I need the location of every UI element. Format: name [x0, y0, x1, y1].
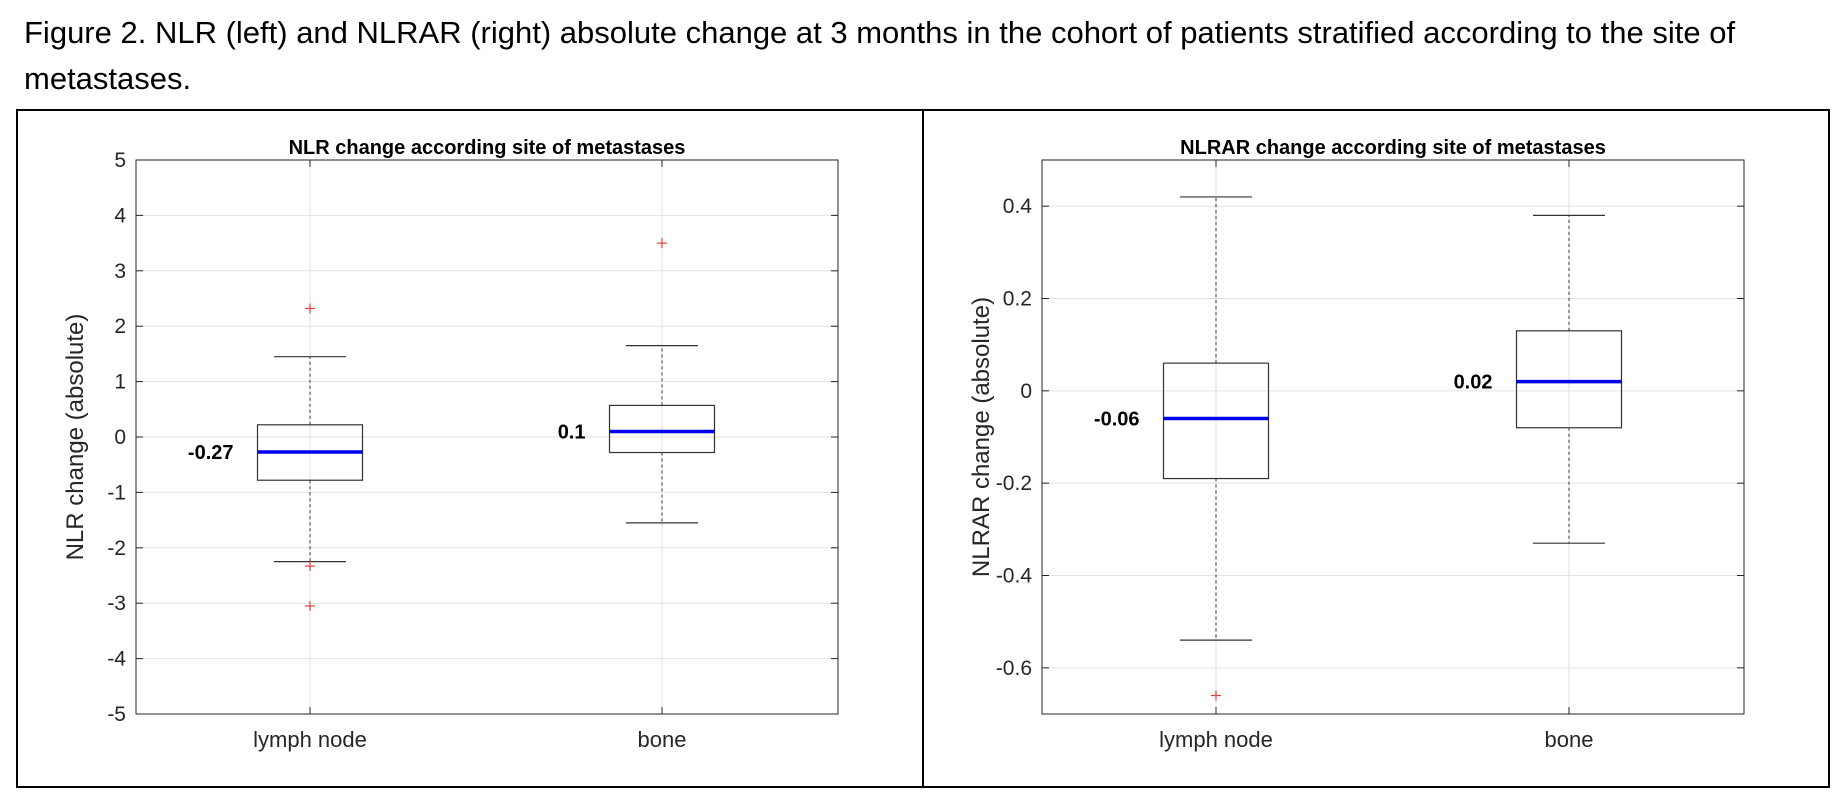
y-tick-label: 1 — [114, 371, 126, 394]
nlr-boxplot: 5 4 3 2 1 0 -1 -2 -3 -4 -5 lymph node bone NLR change… — [62, 137, 839, 752]
iqr-box — [608, 404, 716, 454]
chart-panel-nlr: 5 4 3 2 1 0 -1 -2 -3 -4 -5 lymph node bone NLR change… — [18, 111, 922, 786]
box-group — [1162, 196, 1270, 701]
y-tick-label: -0.2 — [996, 472, 1032, 495]
y-tick-label: -0.6 — [996, 657, 1032, 680]
nlrar-boxplot: 0.4 0.2 0 -0.2 -0.4 -0.6 lymph node bone NLRAR c… — [968, 137, 1745, 752]
y-tick-label: -4 — [107, 648, 126, 671]
outlier-marker — [305, 561, 315, 572]
median-value-label: 0.1 — [558, 421, 586, 443]
median-value-label: -0.27 — [188, 442, 234, 464]
y-tick-label: -0.4 — [996, 565, 1033, 588]
y-tick-label: 3 — [114, 260, 126, 283]
x-category-label: bone — [1545, 727, 1594, 752]
chart-title: NLR change according site of metastases — [289, 137, 686, 159]
y-tick-label: 0.4 — [1003, 195, 1033, 218]
x-category-label: lymph node — [253, 727, 367, 752]
y-tick-label: -3 — [107, 592, 126, 615]
y-tick-label: 2 — [114, 315, 126, 338]
y-axis-label: NLRAR change (absolute) — [968, 297, 995, 577]
chart-panel-nlrar: 0.4 0.2 0 -0.2 -0.4 -0.6 lymph node bone NLRAR c… — [924, 111, 1828, 786]
outlier-marker — [305, 303, 315, 314]
x-category-label: bone — [638, 727, 687, 752]
x-category-label: lymph node — [1159, 727, 1273, 752]
y-tick-label: 0 — [114, 426, 126, 449]
outlier-marker — [1211, 690, 1221, 701]
median-value-label: -0.06 — [1094, 409, 1140, 431]
y-tick-label: 0.2 — [1003, 288, 1032, 311]
iqr-box — [1162, 362, 1270, 480]
box-group — [608, 238, 716, 524]
outlier-marker — [657, 238, 667, 249]
plot-area-border — [1041, 159, 1745, 715]
outlier-marker — [305, 600, 315, 611]
panel-divider — [922, 109, 924, 788]
chart-title: NLRAR change according site of metastase… — [1180, 137, 1606, 159]
box-group — [1515, 214, 1623, 544]
y-tick-label: -5 — [107, 703, 126, 726]
figure-caption: Figure 2. NLR (left) and NLRAR (right) a… — [24, 15, 1736, 96]
box-group — [256, 303, 364, 611]
y-tick-label: -1 — [107, 481, 126, 504]
y-tick-label: 4 — [114, 204, 126, 227]
y-tick-label: 5 — [114, 149, 126, 172]
median-value-label: 0.02 — [1454, 372, 1493, 394]
y-axis-label: NLR change (absolute) — [62, 314, 89, 561]
iqr-box — [1515, 330, 1623, 429]
y-tick-label: 0 — [1020, 380, 1032, 403]
y-tick-label: -2 — [107, 537, 126, 560]
